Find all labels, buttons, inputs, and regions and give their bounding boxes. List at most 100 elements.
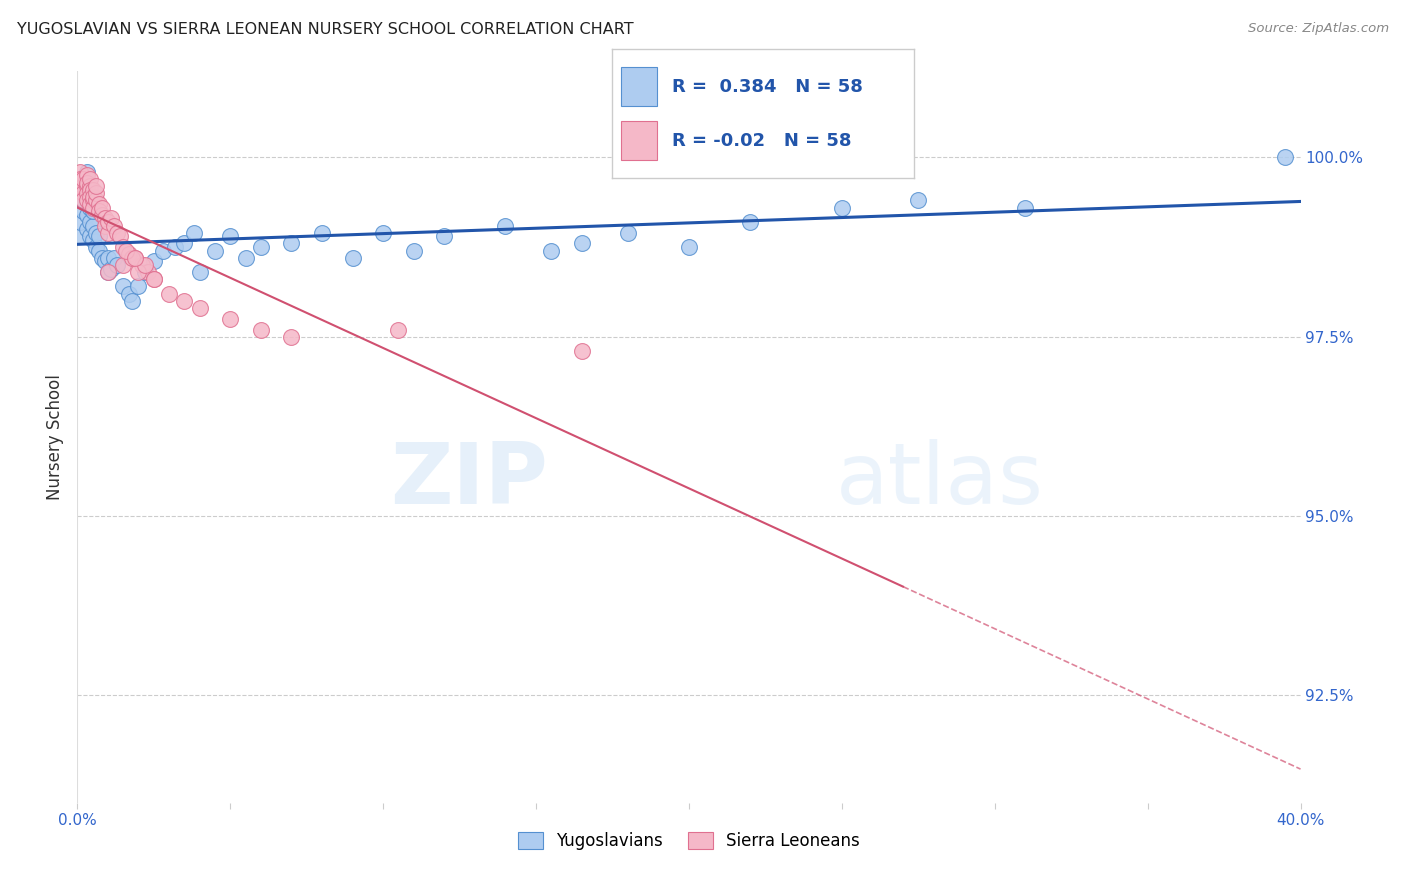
Point	[250, 322, 273, 336]
Point	[97, 251, 120, 265]
Point	[134, 265, 156, 279]
Point	[69, 165, 91, 179]
Point	[76, 165, 98, 179]
Point	[94, 211, 117, 226]
Point	[87, 197, 110, 211]
Point	[94, 254, 117, 268]
Point	[79, 197, 101, 211]
Point	[76, 186, 98, 201]
Point	[100, 211, 122, 226]
Point	[69, 172, 91, 186]
Point	[79, 172, 101, 186]
Point	[678, 240, 700, 254]
Point	[433, 229, 456, 244]
Point	[124, 251, 146, 265]
Bar	[620, 121, 657, 161]
Point	[90, 201, 112, 215]
Point	[121, 251, 143, 265]
Point	[204, 244, 226, 258]
Point	[82, 194, 104, 208]
Point	[495, 219, 517, 233]
Point	[82, 190, 104, 204]
Point	[84, 240, 107, 254]
Point	[127, 265, 149, 279]
Point	[371, 226, 394, 240]
Text: YUGOSLAVIAN VS SIERRA LEONEAN NURSERY SCHOOL CORRELATION CHART: YUGOSLAVIAN VS SIERRA LEONEAN NURSERY SC…	[17, 22, 634, 37]
Bar	[620, 67, 657, 106]
Point	[157, 286, 180, 301]
Point	[94, 219, 117, 233]
Point	[105, 258, 128, 272]
Point	[112, 279, 135, 293]
Point	[97, 265, 120, 279]
Text: Source: ZipAtlas.com: Source: ZipAtlas.com	[1249, 22, 1389, 36]
Point	[280, 236, 302, 251]
Point	[342, 251, 364, 265]
Point	[76, 176, 98, 190]
Point	[118, 286, 141, 301]
Point	[82, 233, 104, 247]
Point	[1014, 201, 1036, 215]
Legend: Yugoslavians, Sierra Leoneans: Yugoslavians, Sierra Leoneans	[512, 825, 866, 856]
Point	[907, 194, 929, 208]
Point	[831, 201, 853, 215]
Point	[69, 229, 91, 244]
Point	[76, 179, 98, 194]
Point	[219, 229, 242, 244]
Point	[152, 244, 174, 258]
Point	[118, 247, 141, 261]
Point	[76, 194, 98, 208]
Point	[103, 251, 125, 265]
Point	[79, 201, 101, 215]
Point	[97, 226, 120, 240]
Point	[402, 244, 425, 258]
Point	[97, 215, 120, 229]
Point	[72, 194, 94, 208]
Point	[105, 226, 128, 240]
Point	[250, 240, 273, 254]
Point	[84, 194, 107, 208]
Text: atlas: atlas	[835, 440, 1043, 523]
Point	[112, 258, 135, 272]
Point	[173, 236, 195, 251]
Point	[76, 169, 98, 183]
Text: R = -0.02   N = 58: R = -0.02 N = 58	[672, 132, 852, 150]
Text: ZIP: ZIP	[391, 440, 548, 523]
Text: R =  0.384   N = 58: R = 0.384 N = 58	[672, 78, 863, 95]
Point	[311, 226, 333, 240]
Point	[72, 186, 94, 201]
Point	[235, 251, 257, 265]
Point	[79, 183, 101, 197]
Point	[79, 179, 101, 194]
Point	[69, 215, 91, 229]
Point	[76, 222, 98, 236]
Point	[112, 240, 135, 254]
Point	[188, 301, 211, 315]
Point	[72, 204, 94, 219]
Point	[188, 265, 211, 279]
Point	[82, 204, 104, 219]
Point	[142, 272, 165, 286]
Point	[142, 272, 165, 286]
Point	[121, 293, 143, 308]
Point	[72, 172, 94, 186]
Point	[617, 226, 640, 240]
Point	[127, 279, 149, 293]
Point	[72, 179, 94, 194]
Point	[124, 251, 146, 265]
Point	[108, 229, 131, 244]
Point	[79, 229, 101, 244]
Point	[103, 219, 125, 233]
Point	[76, 179, 98, 194]
Point	[82, 219, 104, 233]
Point	[571, 344, 593, 359]
Point	[1274, 150, 1296, 164]
Point	[72, 179, 94, 194]
Point	[87, 244, 110, 258]
Point	[84, 186, 107, 201]
Point	[134, 258, 156, 272]
Point	[280, 329, 302, 343]
Point	[72, 194, 94, 208]
Point	[115, 244, 138, 258]
Point	[69, 179, 91, 194]
